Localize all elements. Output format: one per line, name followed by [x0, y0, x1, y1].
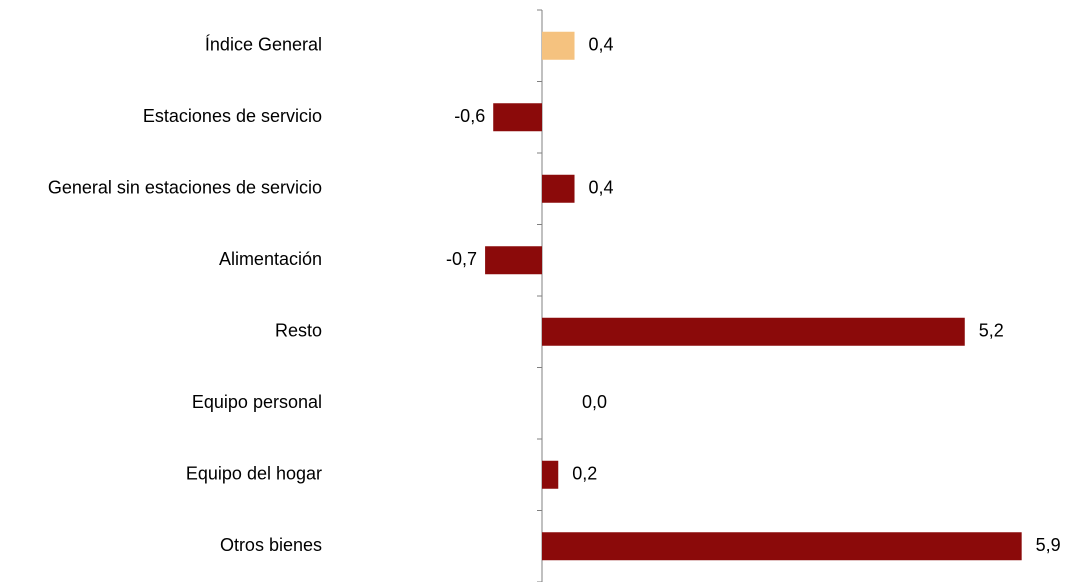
data-label: 0,0 [582, 392, 607, 412]
bar [542, 31, 575, 60]
axis-layer [537, 9, 543, 582]
bar [493, 103, 542, 132]
data-label: 0,2 [572, 464, 597, 484]
bars-layer [485, 31, 1022, 561]
category-label: Otros bienes [220, 535, 322, 555]
category-label: General sin estaciones de servicio [48, 178, 322, 198]
category-label: Alimentación [219, 249, 322, 269]
bar [485, 246, 542, 275]
data-label: 5,9 [1036, 535, 1061, 555]
bar [542, 174, 575, 203]
bar [542, 317, 965, 346]
category-label: Equipo personal [192, 392, 322, 412]
data-label: 0,4 [589, 35, 614, 55]
data-label: -0,6 [454, 106, 485, 126]
category-label: Estaciones de servicio [143, 106, 322, 126]
data-label: 0,4 [589, 178, 614, 198]
category-label: Equipo del hogar [186, 464, 322, 484]
bar [542, 532, 1022, 561]
category-label: Resto [275, 321, 322, 341]
data-label: 5,2 [979, 321, 1004, 341]
data-label: -0,7 [446, 249, 477, 269]
labels-layer: Índice General 0,4 Estaciones de servicio -… [48, 35, 1061, 556]
bar [542, 460, 559, 489]
category-label: Índice General [205, 35, 322, 55]
